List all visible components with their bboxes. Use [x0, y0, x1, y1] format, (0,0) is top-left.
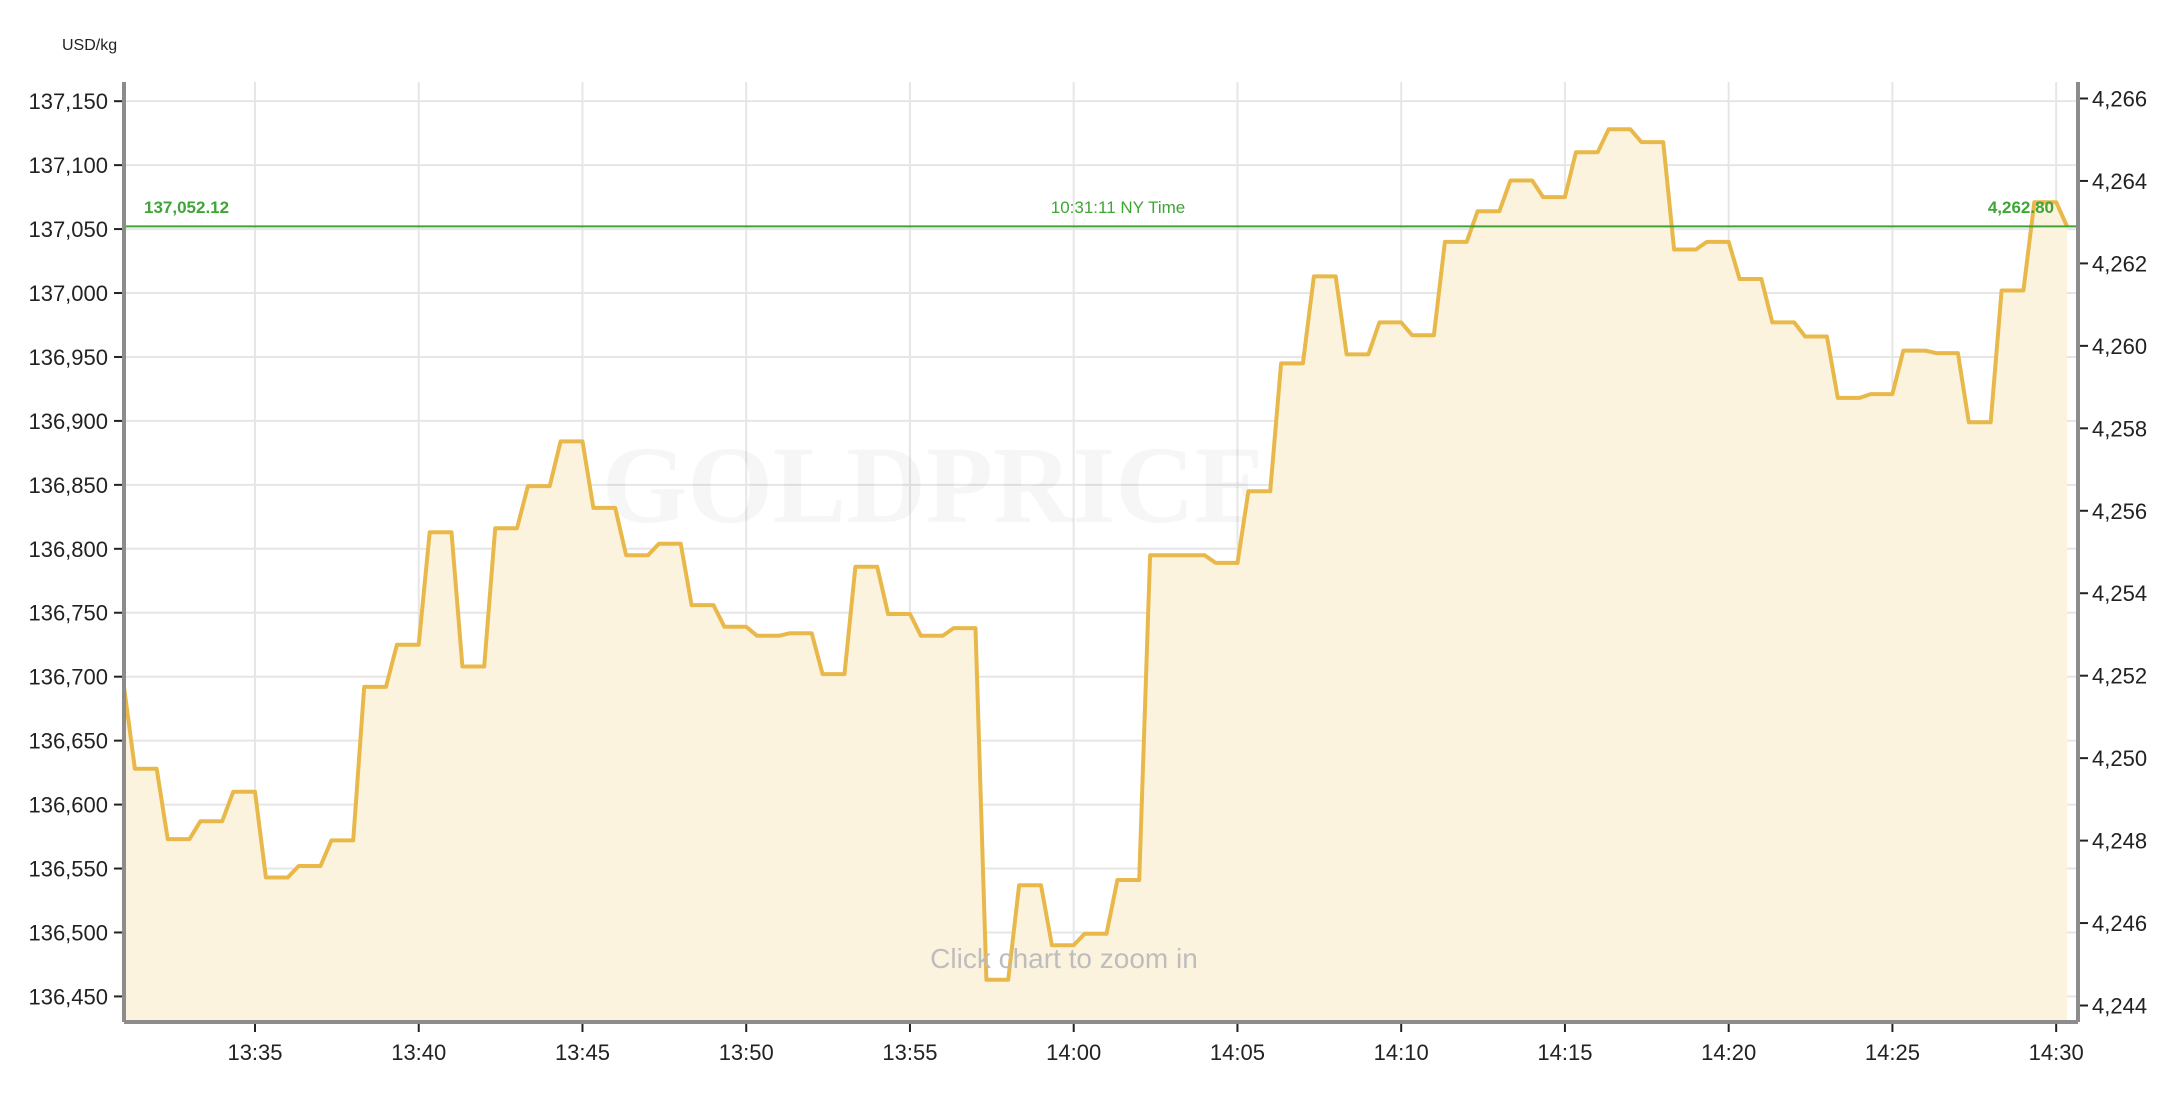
- y-right-tick-label: 4,266: [2092, 86, 2147, 111]
- price-series-line: [122, 127, 2069, 982]
- y-right-tick-label: 4,254: [2092, 581, 2147, 606]
- y-right-tick-label: 4,246: [2092, 911, 2147, 936]
- y-tick-label: 137,100: [28, 153, 108, 178]
- y-tick-label: 136,800: [28, 537, 108, 562]
- y-tick-label: 136,600: [28, 793, 108, 818]
- axes: 137,150 137,100 137,050 137,000 136,950 136,9…: [28, 82, 2147, 1065]
- y-tick-label: 136,900: [28, 409, 108, 434]
- y-tick-label: 137,150: [28, 89, 108, 114]
- y-right-tick-label: 4,260: [2092, 334, 2147, 359]
- zoom-hint-text: Click chart to zoom in: [930, 943, 1198, 974]
- reference-price-right-label: 4,262.80: [1988, 198, 2054, 217]
- y-right-tick-label: 4,258: [2092, 416, 2147, 441]
- y-right-tick-label: 4,264: [2092, 169, 2147, 194]
- x-tick-label: 13:55: [882, 1040, 937, 1065]
- x-tick-label: 13:40: [391, 1040, 446, 1065]
- y-right-tick-label: 4,262: [2092, 251, 2147, 276]
- x-tick-label: 13:35: [227, 1040, 282, 1065]
- y-tick-label: 136,700: [28, 665, 108, 690]
- y-tick-label: 136,750: [28, 601, 108, 626]
- x-tick-label: 13:50: [719, 1040, 774, 1065]
- reference-price-label: 137,052.12: [144, 198, 229, 217]
- y-right-tick-label: 4,256: [2092, 499, 2147, 524]
- y-tick-label: 137,000: [28, 281, 108, 306]
- x-tick-label: 14:00: [1046, 1040, 1101, 1065]
- x-tick-label: 14:15: [1537, 1040, 1592, 1065]
- y-tick-label: 136,550: [28, 857, 108, 882]
- y-tick-label: 136,950: [28, 345, 108, 370]
- y-tick-label: 136,650: [28, 729, 108, 754]
- x-tick-label: 14:10: [1374, 1040, 1429, 1065]
- x-tick-label: 14:20: [1701, 1040, 1756, 1065]
- x-tick-label: 14:30: [2029, 1040, 2084, 1065]
- y-right-tick-label: 4,252: [2092, 664, 2147, 689]
- x-tick-label: 14:25: [1865, 1040, 1920, 1065]
- y-tick-label: 136,500: [28, 920, 108, 945]
- y-right-tick-label: 4,248: [2092, 829, 2147, 854]
- y-tick-label: 136,850: [28, 473, 108, 498]
- x-tick-label: 14:05: [1210, 1040, 1265, 1065]
- price-area-fill: [124, 129, 2068, 1023]
- unit-label: USD/kg: [62, 37, 117, 54]
- y-tick-label: 137,050: [28, 217, 108, 242]
- y-tick-label: 136,450: [28, 984, 108, 1009]
- y-right-tick-label: 4,244: [2092, 994, 2147, 1019]
- reference-time-label: 10:31:11 NY Time: [1051, 198, 1186, 217]
- y-right-tick-label: 4,250: [2092, 746, 2147, 771]
- x-tick-label: 13:45: [555, 1040, 610, 1065]
